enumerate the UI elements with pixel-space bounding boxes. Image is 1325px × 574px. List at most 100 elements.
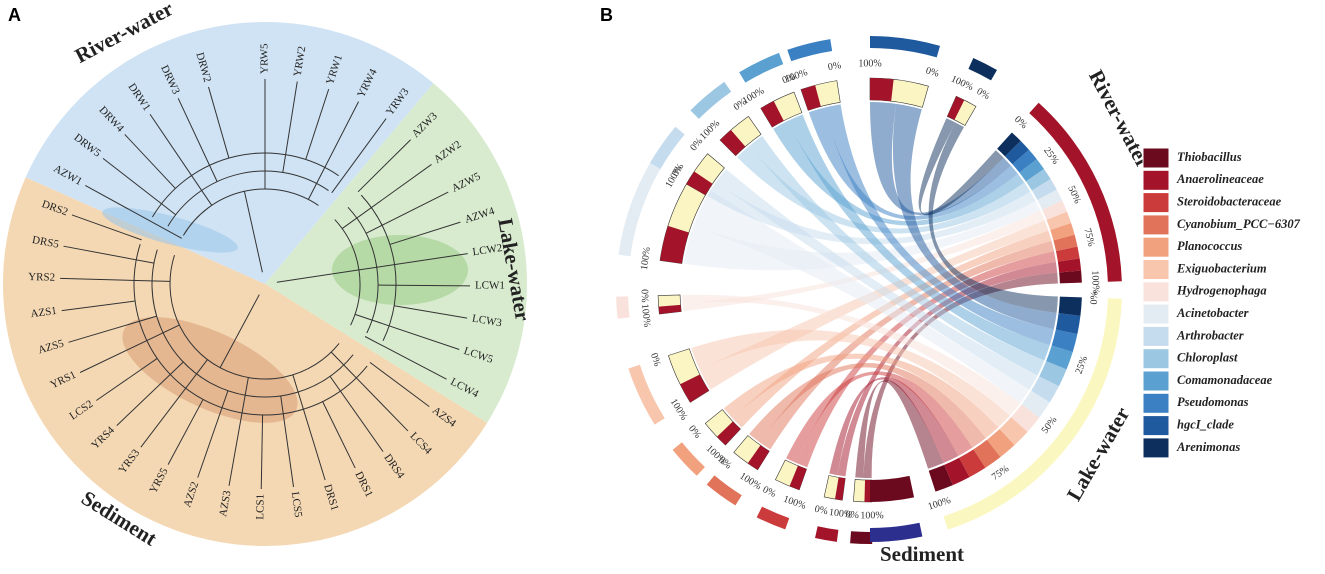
leaf-label: AZS3 [217,489,234,517]
group-inner-part [1037,189,1063,210]
leaf-label: AZS1 [30,305,58,320]
group-inner-part [1012,149,1037,173]
blob [102,207,238,253]
group-tick-label: 100% [1089,270,1101,294]
leaf-label: YRW2 [292,45,309,77]
blob [332,235,468,305]
branch [71,214,142,241]
ribbon [749,135,1045,376]
legend-swatch [1142,370,1170,392]
group-inner-part [1051,329,1078,352]
group-inner-part [1019,159,1044,182]
branch [360,194,397,341]
group-inner-part [1046,345,1073,370]
branch [219,294,260,368]
genus-inner-part [800,85,821,111]
genus-tick-label: 100% [782,494,808,512]
group-inner-part [1059,270,1082,284]
group-inner-part [986,428,1015,458]
group-inner-part [1039,361,1067,387]
group-inner-part [1025,168,1051,191]
group-label: Sediment [880,542,964,566]
group-inner-part [1005,140,1029,165]
genus-inner-part [716,421,741,446]
genus-tick-label: 100% [741,85,767,106]
panel-label: B [600,5,613,25]
ribbon [715,169,1038,390]
branch [63,245,155,264]
leaf-label: LCS1 [254,494,266,520]
group-inner-part [997,132,1021,157]
branch [197,390,229,478]
branch [389,221,461,245]
genus-outer [968,57,997,81]
branch [369,361,430,408]
genus-inner-part [686,171,713,195]
legend-label: Steroidobacteraceae [1177,194,1282,208]
legend-label: hgcI_clade [1177,417,1234,431]
group-inner-part [944,457,970,486]
legend-swatch [1142,415,1170,437]
genus-tick-label: 100% [858,58,881,69]
leaf-label: YRS2 [28,271,55,284]
legend-swatch [1142,169,1170,191]
ribbon [732,230,1052,428]
branch [167,170,329,227]
legend-swatch [1142,236,1170,258]
group-tick-label: 100% [927,495,953,513]
genus-tick-label: 0% [975,86,992,102]
genus-inner-part [720,130,746,156]
ribbon [699,220,1049,390]
genus-outer [850,531,873,545]
genus-inner-part [760,101,784,128]
genus-tick-label: 0% [648,352,663,368]
legend-label: Pseudomonas [1177,395,1249,409]
genus-tick-label: 0% [845,509,859,521]
legend-label: Thiobacillus [1177,150,1242,164]
genus-outer [870,36,941,58]
legend-swatch [1142,192,1170,214]
branch [96,358,158,401]
group-inner-part [1058,296,1082,316]
branch [133,244,368,416]
genus-inner-part [747,445,770,470]
group-tick-label: 0% [1089,291,1100,305]
group-inner-part [1042,200,1067,220]
leaf-label: LCS5 [289,491,305,519]
ribbon [829,377,959,476]
legend-label: Anaerolineaceae [1176,172,1264,186]
group-inner-part [928,464,953,492]
branch [167,399,204,465]
genus-inner-part [835,477,846,501]
genus-tick-label: 0% [924,65,940,79]
panel-label: A [8,5,21,25]
genus-tick-label: 100% [668,397,690,423]
branch [61,300,136,312]
branch [377,284,470,287]
group-inner-part [1011,404,1040,432]
group-tick-label: 50% [1065,184,1083,205]
genus-inner-part [660,225,689,264]
genus-tick-label: 100% [738,471,764,493]
branch [282,81,298,173]
group-inner-part [1055,313,1081,335]
branch [260,414,264,489]
genus-outer [690,81,732,119]
genus-inner-part [680,374,709,403]
legend-swatch [1142,147,1170,169]
group-inner-part [973,439,1001,468]
group-tick-label: 75% [1081,227,1096,247]
ribbon [682,294,1021,416]
genus-inner-part [947,96,965,120]
group-outer [870,522,923,542]
branch [151,152,339,218]
legend-label: Comamonadaceae [1177,373,1273,387]
leaf-label: LCW1 [475,279,505,291]
group-inner-part [959,449,986,478]
legend-label: Hydrogenophaga [1176,284,1267,298]
branch [347,206,379,334]
genus-tick-label: 100% [828,507,853,521]
branch [68,315,157,343]
genus-outer [650,126,685,169]
